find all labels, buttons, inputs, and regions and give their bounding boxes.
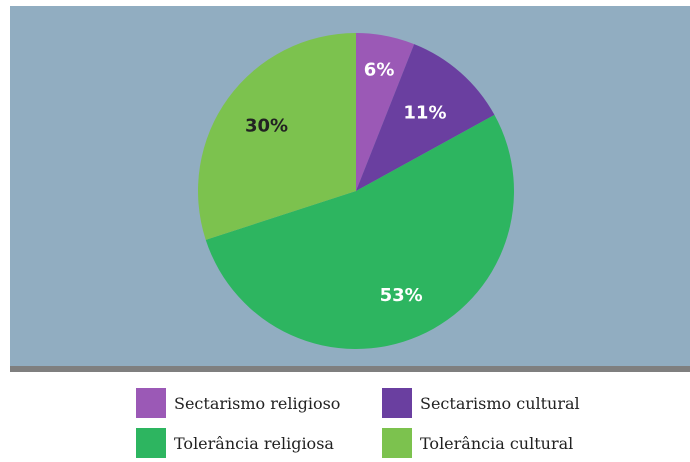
pie-slice-tolerancia-religiosa (205, 114, 515, 350)
legend-label: Tolerância cultural (420, 433, 574, 453)
slice-value-label: 11% (403, 102, 446, 123)
slice-value-label: 53% (380, 285, 423, 306)
pie-slice-sectarismo-religioso (356, 33, 415, 191)
slice-value-label: 30% (245, 115, 288, 136)
legend-item-sectarismo-religioso: Sectarismo religioso (136, 388, 340, 418)
slice-value-label: 6% (364, 59, 395, 80)
legend-label: Tolerância religiosa (174, 433, 334, 453)
legend-item-sectarismo-cultural: Sectarismo cultural (382, 388, 580, 418)
legend-label: Sectarismo cultural (420, 393, 580, 413)
legend-swatch (136, 428, 166, 458)
legend-swatch (136, 388, 166, 418)
legend: Sectarismo religioso Sectarismo cultural… (136, 388, 596, 458)
pie-slice-sectarismo-cultural (356, 44, 495, 192)
chart-baseline-divider (10, 366, 690, 372)
pie-slice-tolerancia-cultural (198, 33, 356, 240)
legend-swatch (382, 428, 412, 458)
legend-item-tolerancia-religiosa: Tolerância religiosa (136, 428, 334, 458)
legend-swatch (382, 388, 412, 418)
legend-label: Sectarismo religioso (174, 393, 341, 413)
legend-item-tolerancia-cultural: Tolerância cultural (382, 428, 573, 458)
